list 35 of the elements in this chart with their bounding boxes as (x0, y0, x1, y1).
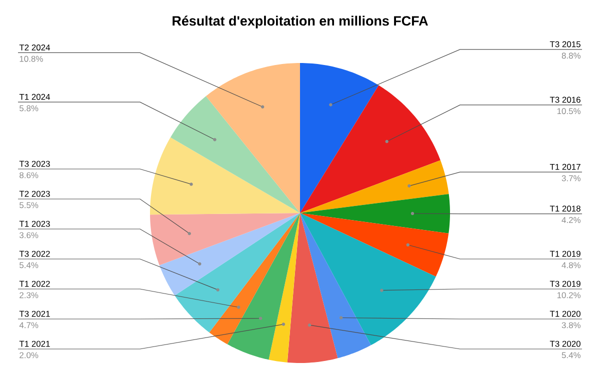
slice-label: T1 2023 (19, 220, 50, 227)
slice-label: T1 2019 (550, 250, 580, 257)
data-label: 10.5% (557, 108, 581, 114)
data-label: 2.0% (20, 352, 38, 358)
slice-label: T3 2020 (550, 340, 580, 347)
data-label: 3.8% (562, 322, 581, 328)
data-label: 2.3% (20, 292, 38, 298)
data-label: 3.6% (20, 232, 38, 238)
slice-label: T3 2015 (550, 41, 580, 48)
slice-label: T1 2017 (550, 164, 580, 170)
slice-label: T1 2018 (550, 206, 580, 212)
data-label: 5.4% (562, 352, 581, 358)
slice-label: T1 2021 (19, 340, 50, 347)
slice-label: T3 2016 (550, 96, 580, 103)
data-label: 8.6% (20, 172, 38, 178)
slice-label: T1 2024 (19, 94, 50, 100)
slice-label: T1 2022 (19, 280, 50, 287)
data-label: 10.8% (20, 56, 43, 62)
data-label: 3.7% (562, 175, 581, 182)
data-label: 5.8% (20, 105, 38, 112)
chart-title: Résultat d'exploitation en millions FCFA (172, 16, 428, 28)
data-label: 5.4% (20, 262, 38, 268)
data-label: 10.2% (557, 292, 581, 298)
slice-label: T3 2022 (19, 250, 50, 257)
data-label: 8.8% (562, 52, 581, 59)
slice-label: T1 2020 (550, 310, 580, 317)
slice-label: T2 2024 (19, 44, 50, 50)
data-label: 5.5% (20, 202, 38, 208)
slice-label: T3 2019 (550, 280, 580, 287)
data-label: 4.7% (19, 322, 38, 328)
slice-label: T3 2021 (19, 310, 50, 317)
data-label: 4.8% (562, 262, 581, 268)
slice-label: T2 2023 (19, 190, 50, 197)
data-label: 4.2% (562, 217, 581, 223)
slice-label: T3 2023 (19, 160, 50, 167)
